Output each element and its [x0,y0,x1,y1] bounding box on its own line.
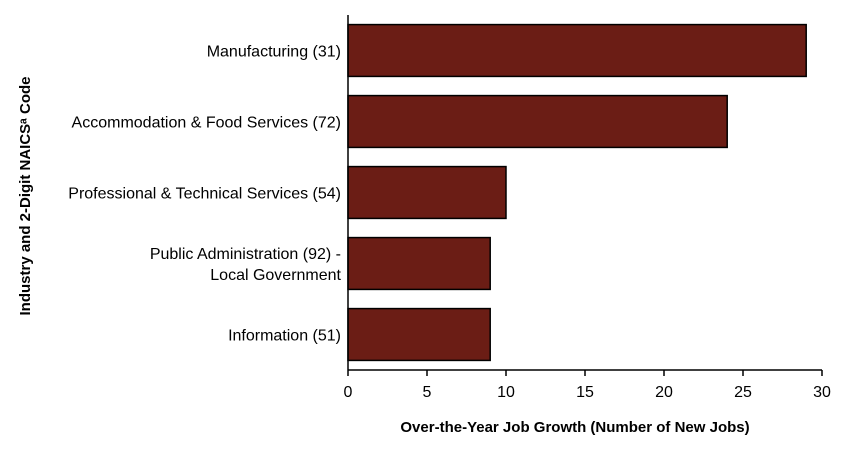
x-tick-label-2: 10 [497,384,515,401]
bar-4 [347,307,491,362]
category-label-3-line-1: Local Government [210,267,341,284]
category-label-0: Manufacturing (31) [207,44,341,61]
bar-2 [347,165,507,220]
x-tick-label-3: 15 [576,384,594,401]
category-label-4: Information (51) [228,328,341,345]
x-tick-label-5: 25 [734,384,752,401]
x-tick-label-1: 5 [423,384,432,401]
category-label-3-line-0: Public Administration (92) - [150,246,341,263]
x-tick-label-6: 30 [813,384,831,401]
x-axis-ticks: 0 5 10 15 20 25 30 [344,370,831,401]
bars-group [347,23,807,362]
x-tick-label-0: 0 [344,384,353,401]
category-labels: Manufacturing (31) Accommodation & Food S… [68,44,341,345]
category-label-1: Accommodation & Food Services (72) [72,115,341,132]
bar-0 [347,23,807,78]
x-axis-title: Over-the-Year Job Growth (Number of New … [400,419,749,436]
category-label-2: Professional & Technical Services (54) [68,186,341,203]
bar-3 [347,236,491,291]
y-axis-title: Industry and 2-Digit NAICSᵃ Code [17,76,34,315]
x-tick-label-4: 20 [655,384,673,401]
bar-1 [347,94,728,149]
